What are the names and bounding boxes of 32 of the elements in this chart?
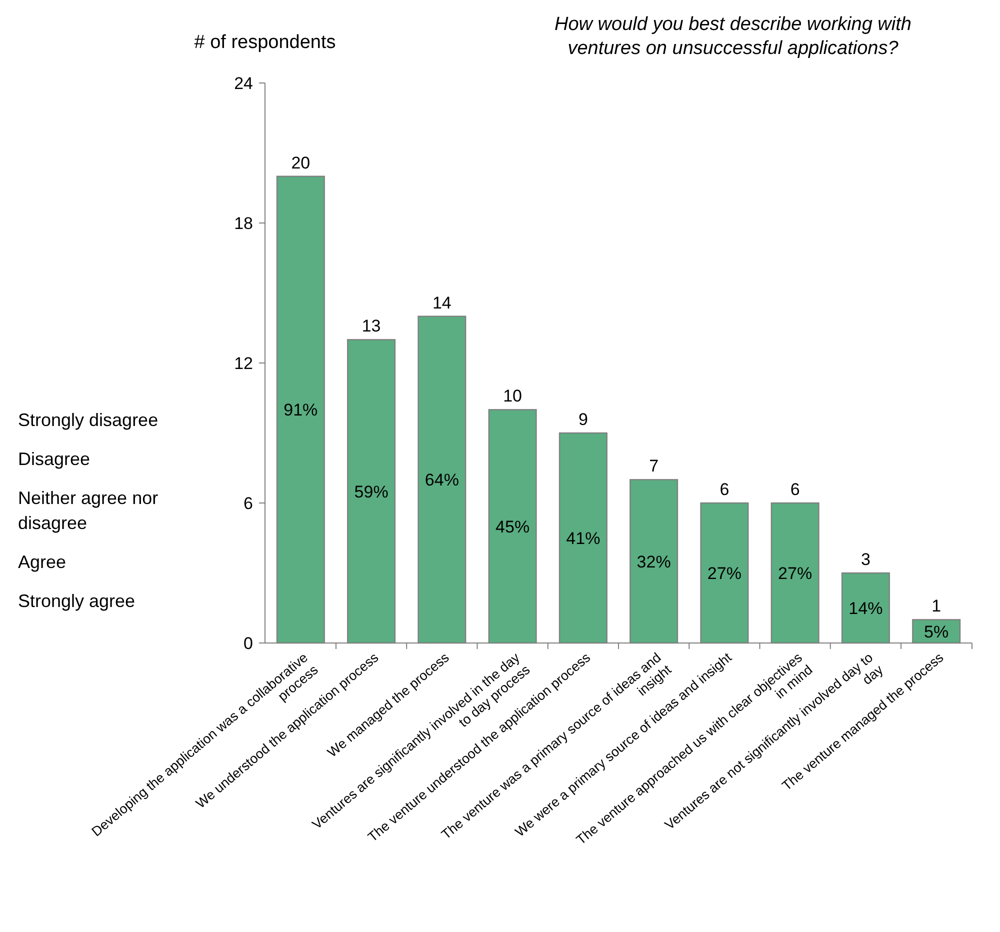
y-tick-label: 18 <box>234 214 253 233</box>
data-label: 9 <box>578 410 588 429</box>
annotation: 41% <box>566 529 600 548</box>
data-label: 20 <box>291 153 310 172</box>
annotation: 59% <box>354 482 388 502</box>
y-tick-label: 12 <box>234 354 253 373</box>
data-label: 7 <box>649 456 659 476</box>
data-label: 14 <box>432 293 452 312</box>
data-label: 3 <box>860 550 870 569</box>
data-label: 10 <box>503 386 522 406</box>
annotation: 32% <box>636 552 671 572</box>
text: Disagree <box>18 449 90 469</box>
annotation: 64% <box>424 470 459 490</box>
y-tick-label: 6 <box>244 494 253 513</box>
data-label: 13 <box>362 316 381 336</box>
text: Strongly disagree <box>18 410 158 430</box>
annotation: 45% <box>496 517 530 536</box>
annotation: 14% <box>848 599 883 618</box>
annotation: 5% <box>924 622 949 642</box>
y-axis-title: # of respondents <box>194 32 336 53</box>
data-label: 1 <box>932 596 942 616</box>
y-tick-label: 0 <box>244 634 253 653</box>
data-label: 6 <box>720 480 730 499</box>
text: Neither agree nor disagree <box>18 488 158 533</box>
text: Strongly agree <box>18 591 136 611</box>
text: Agree <box>18 552 66 572</box>
data-label: 6 <box>790 480 800 499</box>
annotation: 91% <box>284 400 318 420</box>
annotation: 27% <box>778 564 812 583</box>
y-tick-label: 24 <box>234 74 253 93</box>
annotation: 27% <box>707 564 742 583</box>
chart-title: How would you best describe working with ventures on unsuccessful applications? <box>554 14 912 59</box>
